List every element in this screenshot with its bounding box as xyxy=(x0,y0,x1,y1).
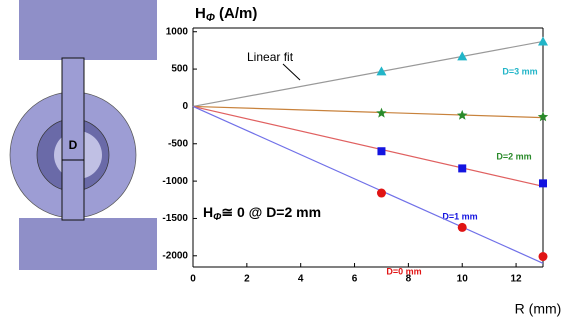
marker xyxy=(458,164,466,172)
x-tick-label: 12 xyxy=(511,274,523,285)
y-tick-label: -500 xyxy=(168,138,188,149)
series-label: D=2 mm xyxy=(496,151,531,161)
marker xyxy=(458,223,467,232)
y-tick-label: -1000 xyxy=(162,176,188,187)
marker xyxy=(377,147,385,155)
annotation: HΦ≅ 0 @ D=2 mm xyxy=(203,204,321,223)
marker xyxy=(538,36,548,45)
series-label: D=1 mm xyxy=(442,211,477,221)
marker xyxy=(376,108,387,118)
x-tick-label: 2 xyxy=(244,274,250,285)
fit-line xyxy=(193,106,543,186)
top-block xyxy=(19,0,157,60)
diagram-label: D xyxy=(69,138,78,152)
y-tick-label: -2000 xyxy=(162,250,188,261)
y-tick-label: -1500 xyxy=(162,213,188,224)
y-title-rest: (A/m) xyxy=(215,5,258,22)
geometry-diagram: D xyxy=(10,0,157,270)
x-tick-label: 4 xyxy=(298,274,304,285)
annotation-rest: ≅ 0 @ D=2 mm xyxy=(221,204,321,220)
marker xyxy=(457,110,468,120)
y-title-main: H xyxy=(195,5,206,22)
fit-label: Linear fit xyxy=(247,50,294,64)
fit-arrow xyxy=(283,64,300,80)
marker xyxy=(539,252,548,261)
series-label: D=0 mm xyxy=(386,266,421,276)
y-tick-label: 0 xyxy=(182,101,188,112)
x-tick-label: 0 xyxy=(190,274,196,285)
y-tick-label: 500 xyxy=(171,64,188,75)
x-tick-label: 10 xyxy=(457,274,469,285)
chart: D HΦ (A/m) HΦ≅ 0 @ D=2 mm Linear fit R (… xyxy=(0,0,587,324)
y-axis-title: HΦ (A/m) xyxy=(195,5,257,24)
fit-line xyxy=(193,106,543,117)
fit-line xyxy=(193,106,543,263)
x-axis-title: R (mm) xyxy=(515,301,562,317)
marker xyxy=(539,179,547,187)
y-tick-label: 1000 xyxy=(166,26,189,37)
x-tick-label: 6 xyxy=(352,274,358,285)
annotation-main: H xyxy=(203,204,213,220)
y-title-sub: Φ xyxy=(206,12,215,24)
bottom-block xyxy=(19,218,157,270)
series-label: D=3 mm xyxy=(502,66,537,76)
fit-line xyxy=(193,41,543,106)
marker xyxy=(377,189,386,198)
